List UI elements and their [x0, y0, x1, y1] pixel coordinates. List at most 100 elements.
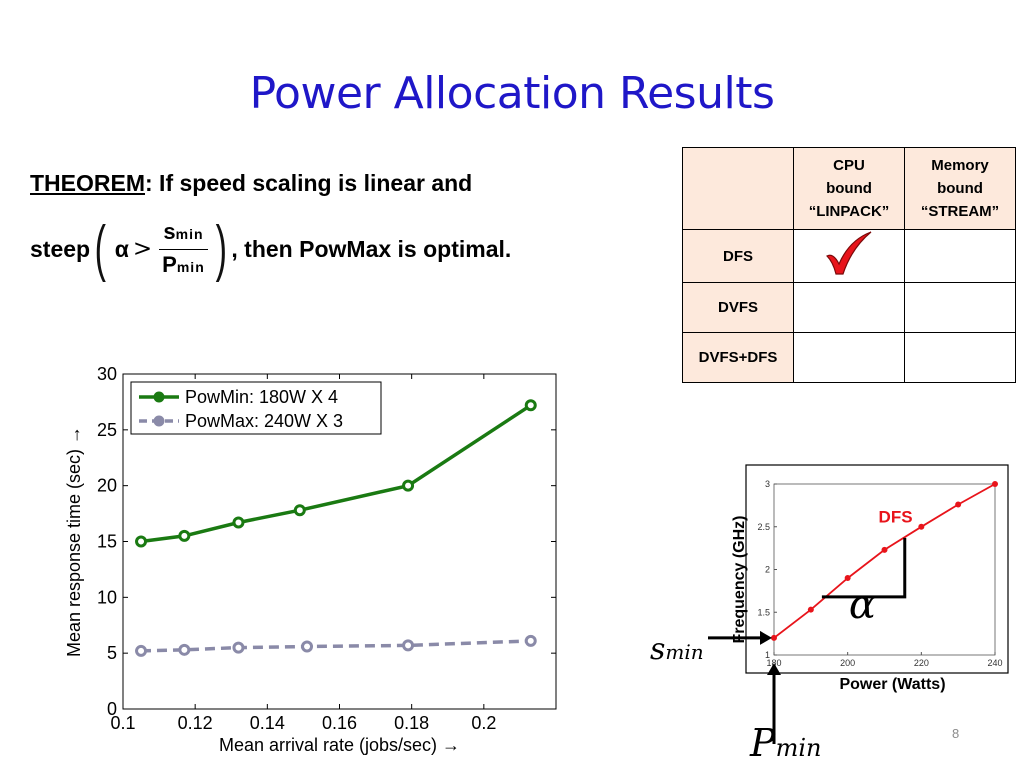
x-tick-label: 0.18: [394, 713, 429, 733]
data-point: [293, 504, 306, 517]
table-header-corner: [682, 147, 794, 230]
legend-marker: [153, 415, 165, 427]
row-label-dvfs-dfs: DVFS+DFS: [682, 332, 794, 383]
cell-dvfs-cpu: [793, 282, 905, 333]
y-tick-label: 0: [107, 699, 117, 719]
header-mem-line3: “STREAM”: [920, 203, 1000, 220]
legend-label: PowMax: 240W X 3: [185, 411, 343, 431]
theorem-line-2: steep ( α > smin Pmin ) , then PowMax is…: [30, 214, 511, 284]
legend-marker: [153, 391, 165, 403]
y-tick-label: 25: [97, 420, 117, 440]
data-point: [178, 643, 191, 656]
pmin-arrow-head: [767, 663, 781, 675]
data-point: [402, 479, 415, 492]
series-label: DFS: [879, 507, 913, 526]
response-time-chart: 0 5 10 15 20 25 30 0.1 0.12 0.14 0.16 0.18 0.2 Mean a…: [64, 364, 557, 755]
x-tick-label: 0.16: [322, 713, 357, 733]
cell-dfs-memory: [904, 229, 1016, 283]
y-tick-label: 3: [765, 479, 770, 489]
data-point: [844, 575, 851, 582]
header-mem-line1: Memory: [931, 157, 989, 174]
right-paren: ): [215, 214, 227, 283]
data-point: [135, 644, 148, 657]
table-row: DFS: [682, 229, 1016, 283]
slope-triangle: [821, 537, 907, 599]
results-table: CPU bound “LINPACK” Memory bound “STREAM…: [682, 147, 1016, 383]
y-tick-label: 20: [97, 476, 117, 496]
slide-title: Power Allocation Results: [249, 68, 775, 119]
fraction-numerator: smin: [159, 217, 208, 250]
smin-arrow-head: [760, 630, 772, 645]
alpha-symbol: α: [849, 582, 876, 628]
series-line: [140, 639, 531, 653]
y-tick-label: 10: [97, 587, 117, 607]
numerator-main: s: [163, 218, 176, 244]
x-tick-label: 0.1: [110, 713, 135, 733]
page-number: 8: [952, 726, 960, 741]
data-point: [301, 640, 314, 653]
y-tick-label: 1.5: [757, 607, 770, 617]
theorem-label: THEOREM: [30, 170, 145, 196]
data-point: [178, 529, 191, 542]
theorem-fraction: smin Pmin: [158, 217, 209, 282]
frequency-power-chart: 11.522.53180200220240Power (Watts)Freque…: [650, 464, 1009, 762]
legend-box: [130, 381, 382, 435]
y-tick-label: 2: [765, 565, 770, 575]
row-label-dfs: DFS: [682, 229, 794, 283]
data-point: [232, 641, 245, 654]
y-tick-label: 30: [97, 364, 117, 384]
theorem-line1-text: : If speed scaling is linear and: [145, 170, 473, 196]
cell-dfs-cpu: [793, 229, 905, 283]
table-header-cpu: CPU bound “LINPACK”: [793, 147, 905, 230]
data-point: [918, 523, 925, 530]
plot-frame: [773, 483, 996, 656]
cell-dvfsdfs-memory: [904, 332, 1016, 383]
x-axis-label: Mean arrival rate (jobs/sec) →: [219, 735, 460, 755]
header-cpu-line1: CPU: [833, 157, 865, 174]
theorem-steep: steep: [30, 235, 91, 262]
denominator-sub: min: [176, 258, 205, 275]
data-point: [955, 501, 962, 508]
theorem-line2-text: , then PowMax is optimal.: [231, 235, 512, 262]
theorem-line-1: THEOREM: If speed scaling is linear and: [30, 170, 472, 197]
row-label-dvfs: DVFS: [682, 282, 794, 333]
y-axis-label: Mean response time (sec) →: [64, 426, 84, 657]
x-tick-label: 240: [987, 658, 1002, 668]
x-tick-label: 0.14: [250, 713, 285, 733]
data-point: [771, 634, 777, 641]
left-paren: (: [94, 214, 107, 283]
data-point: [807, 606, 814, 613]
y-tick-label: 1: [765, 650, 770, 660]
theorem-gt: >: [132, 236, 153, 262]
data-point: [524, 634, 537, 647]
y-tick-label: 5: [107, 643, 117, 663]
s-min-label: smin: [650, 632, 704, 667]
table-row: DVFS: [682, 282, 1016, 333]
x-tick-label: 0.12: [178, 713, 213, 733]
table-header-memory: Memory bound “STREAM”: [904, 147, 1016, 230]
y-tick-label: 2.5: [757, 522, 770, 532]
legend-label: PowMin: 180W X 4: [185, 387, 338, 407]
fraction-denominator: Pmin: [158, 250, 209, 282]
header-mem-line2: bound: [937, 180, 983, 197]
denominator-main: P: [162, 251, 177, 277]
cell-dvfs-memory: [904, 282, 1016, 333]
x-axis-label: Power (Watts): [839, 676, 945, 693]
data-point: [402, 639, 415, 652]
data-point: [524, 399, 537, 412]
x-tick-label: 220: [914, 658, 929, 668]
y-tick-label: 15: [97, 532, 117, 552]
data-point: [881, 546, 888, 553]
y-axis-label: Frequency (GHz): [731, 515, 748, 643]
series-line: [140, 403, 532, 544]
table-row: DVFS+DFS: [682, 332, 1016, 383]
numerator-sub: min: [175, 225, 204, 242]
data-point: [992, 481, 998, 487]
checkmark-icon: [825, 231, 872, 275]
header-cpu-line2: bound: [826, 180, 872, 197]
data-point: [232, 516, 245, 529]
cell-dvfsdfs-cpu: [793, 332, 905, 383]
header-cpu-line3: “LINPACK”: [808, 203, 890, 220]
x-tick-label: 0.2: [471, 713, 496, 733]
theorem-alpha: α: [114, 235, 129, 262]
